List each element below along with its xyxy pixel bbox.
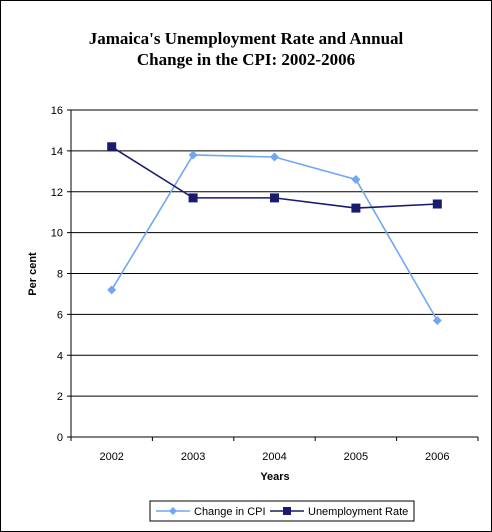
y-tick-label-6: 6 xyxy=(57,309,63,321)
y-tick-label-8: 8 xyxy=(57,269,63,281)
point-1-2004 xyxy=(270,193,279,203)
x-tick-label-2002: 2002 xyxy=(99,451,123,463)
point-0-2005 xyxy=(351,174,361,184)
y-tick-labels: 0 2 4 6 8 10 12 14 16 xyxy=(51,105,63,444)
legend-label-cpi: Change in CPI xyxy=(194,506,266,518)
y-tick-label-10: 10 xyxy=(51,228,63,240)
point-0-2006 xyxy=(432,316,442,326)
y-tick-label-2: 2 xyxy=(57,391,63,403)
x-tick-label-2006: 2006 xyxy=(425,451,449,463)
point-1-2003 xyxy=(188,193,198,203)
y-tick-label-12: 12 xyxy=(51,187,63,199)
y-tick-label-4: 4 xyxy=(57,350,63,362)
point-0-2002 xyxy=(107,285,117,295)
legend-marker-cpi xyxy=(169,507,177,515)
point-0-2004 xyxy=(270,152,279,162)
series-group xyxy=(107,142,442,326)
chart-title-line-1: Jamaica's Unemployment Rate and Annual xyxy=(89,29,404,48)
legend: Change in CPI Unemployment Rate xyxy=(149,500,415,522)
y-tick-label-0: 0 xyxy=(57,432,63,444)
axes xyxy=(67,109,479,441)
x-tick-label-2005: 2005 xyxy=(344,451,368,463)
y-tick-label-16: 16 xyxy=(51,105,63,117)
point-1-2006 xyxy=(432,199,442,209)
x-tick-label-2003: 2003 xyxy=(181,451,205,463)
gridlines xyxy=(71,109,478,397)
y-tick-label-14: 14 xyxy=(51,146,63,158)
series-line-0 xyxy=(111,154,438,321)
x-tick-labels: 2002 2003 2004 2005 2006 xyxy=(99,451,449,463)
y-axis-label: Per cent xyxy=(27,252,39,296)
legend-label-unemployment: Unemployment Rate xyxy=(308,506,408,518)
point-1-2005 xyxy=(351,203,361,213)
legend-marker-unemployment xyxy=(283,507,291,515)
x-tick-label-2004: 2004 xyxy=(262,451,286,463)
point-0-2003 xyxy=(188,150,198,160)
chart-title-line-2: Change in the CPI: 2002-2006 xyxy=(137,50,355,69)
x-axis-label: Years xyxy=(260,471,289,483)
point-1-2002 xyxy=(107,142,117,152)
